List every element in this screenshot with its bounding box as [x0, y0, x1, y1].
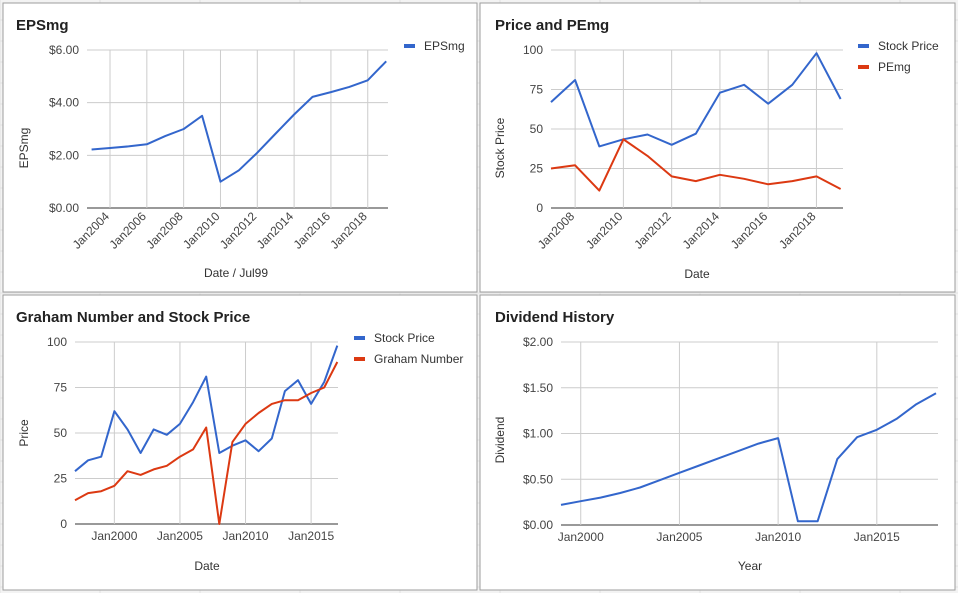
- y-tick-label: 0: [60, 517, 67, 531]
- x-tick-label: Jan2005: [656, 530, 702, 544]
- chart-title: EPSmg: [16, 17, 69, 34]
- y-tick-label: 100: [47, 335, 67, 349]
- y-axis-title: Dividend: [493, 417, 507, 464]
- x-tick-label: Jan2005: [157, 529, 203, 543]
- y-tick-label: 0: [536, 201, 543, 215]
- legend-swatch: [404, 44, 415, 48]
- chart-title: Price and PEmg: [495, 17, 609, 34]
- y-axis-title: Stock Price: [493, 117, 507, 178]
- legend-label: Graham Number: [374, 352, 463, 366]
- x-axis-title: Year: [738, 559, 762, 573]
- x-tick-label: Jan2010: [223, 529, 269, 543]
- y-tick-label: $1.00: [523, 427, 553, 441]
- y-tick-label: $0.50: [523, 472, 553, 486]
- x-axis-title: Date / Jul99: [204, 266, 268, 280]
- x-axis-title: Date: [194, 559, 220, 573]
- x-axis-title: Date: [684, 267, 710, 281]
- legend-label: PEmg: [878, 60, 911, 74]
- legend-label: EPSmg: [424, 39, 465, 53]
- chart-panel-4: Dividend History $0.00 $0.50 $1.00 $1.50 $2.0…: [479, 294, 956, 591]
- x-tick-label: Jan2015: [288, 529, 334, 543]
- chart-panel-3: Graham Number and Stock Price 0 25 50 75 100 J…: [2, 294, 478, 591]
- y-axis-title: EPSmg: [17, 128, 31, 169]
- legend-swatch: [858, 44, 869, 48]
- y-tick-label: $6.00: [49, 43, 79, 57]
- y-tick-label: 50: [530, 122, 544, 136]
- legend-swatch: [354, 357, 365, 361]
- legend-swatch: [354, 336, 365, 340]
- y-tick-label: $2.00: [523, 335, 553, 349]
- y-tick-label: $0.00: [523, 518, 553, 532]
- chart-title: Dividend History: [495, 309, 615, 326]
- y-tick-label: 75: [54, 381, 68, 395]
- x-tick-label: Jan2015: [854, 530, 900, 544]
- chart-panel-1: EPSmg$0.00$2.00$4.00$6.00Jan2004Jan2006J…: [2, 2, 478, 293]
- y-tick-label: 25: [530, 162, 544, 176]
- legend-label: Stock Price: [878, 39, 939, 53]
- x-tick-label: Jan2010: [755, 530, 801, 544]
- chart-frame: [2, 2, 478, 293]
- chart-frame: [479, 294, 956, 591]
- chart-title: Graham Number and Stock Price: [16, 309, 250, 326]
- y-tick-label: 100: [523, 43, 543, 57]
- chart-frame: [479, 2, 956, 293]
- x-tick-label: Jan2000: [558, 530, 604, 544]
- y-tick-label: $1.50: [523, 381, 553, 395]
- series-line-dividend: [560, 392, 937, 523]
- y-tick-label: $4.00: [49, 96, 79, 110]
- y-axis-title: Price: [17, 419, 31, 447]
- legend-swatch: [858, 65, 869, 69]
- y-tick-label: $0.00: [49, 201, 79, 215]
- y-tick-label: 25: [54, 472, 68, 486]
- y-tick-label: $2.00: [49, 148, 79, 162]
- legend-label: Stock Price: [374, 331, 435, 345]
- y-tick-label: 50: [54, 426, 68, 440]
- x-tick-label: Jan2000: [91, 529, 137, 543]
- y-tick-label: 75: [530, 83, 544, 97]
